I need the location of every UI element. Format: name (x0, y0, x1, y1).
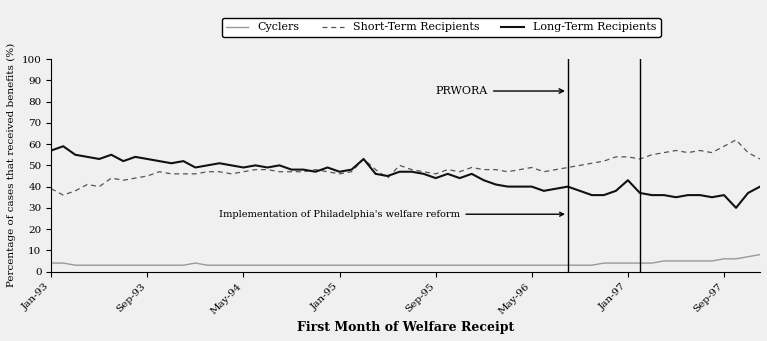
Text: PRWORA: PRWORA (436, 86, 564, 96)
Long-Term Recipients (47, 148, 56, 152)
X-axis label: First Month of Welfare Receipt: First Month of Welfare Receipt (297, 321, 514, 334)
Short-Term Recipients (732, 138, 741, 142)
Cyclers (71, 263, 80, 267)
Short-Term Recipients (179, 172, 188, 176)
Cyclers (47, 261, 56, 265)
Cyclers (299, 263, 308, 267)
Long-Term Recipients (732, 206, 741, 210)
Short-Term Recipients (47, 187, 56, 191)
Long-Term Recipients (755, 184, 765, 189)
Cyclers (755, 253, 765, 257)
Cyclers (239, 263, 248, 267)
Long-Term Recipients (179, 159, 188, 163)
Long-Term Recipients (239, 165, 248, 169)
Short-Term Recipients (755, 157, 765, 161)
Line: Cyclers: Cyclers (51, 255, 760, 265)
Cyclers (263, 263, 272, 267)
Y-axis label: Percentage of cases that received benefits (%): Percentage of cases that received benefi… (7, 43, 16, 287)
Line: Long-Term Recipients: Long-Term Recipients (51, 146, 760, 208)
Long-Term Recipients (287, 167, 296, 172)
Line: Short-Term Recipients: Short-Term Recipients (51, 140, 760, 195)
Long-Term Recipients (58, 144, 67, 148)
Short-Term Recipients (299, 170, 308, 174)
Cyclers (179, 263, 188, 267)
Short-Term Recipients (503, 170, 512, 174)
Text: Implementation of Philadelphia's welfare reform: Implementation of Philadelphia's welfare… (219, 210, 564, 219)
Short-Term Recipients (239, 170, 248, 174)
Cyclers (287, 263, 296, 267)
Long-Term Recipients (263, 165, 272, 169)
Short-Term Recipients (58, 193, 67, 197)
Legend: Cyclers, Short-Term Recipients, Long-Term Recipients: Cyclers, Short-Term Recipients, Long-Ter… (222, 18, 660, 37)
Cyclers (503, 263, 512, 267)
Short-Term Recipients (263, 167, 272, 172)
Short-Term Recipients (287, 170, 296, 174)
Long-Term Recipients (503, 184, 512, 189)
Long-Term Recipients (299, 167, 308, 172)
